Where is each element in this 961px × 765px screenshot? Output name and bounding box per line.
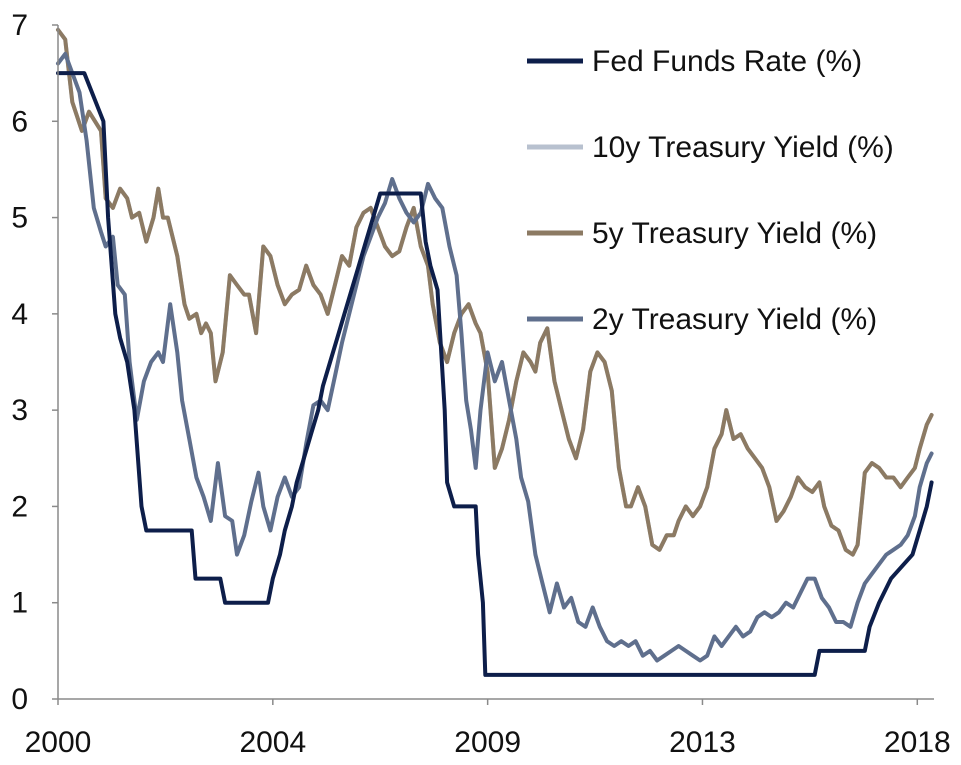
y-tick-label: 1 <box>11 587 28 620</box>
chart-axes <box>57 25 934 700</box>
x-tick-label: 2000 <box>25 726 92 759</box>
y-tick-label: 3 <box>11 394 28 427</box>
y-tick-label: 7 <box>11 9 28 42</box>
legend: Fed Funds Rate (%) 10y Treasury Yield (%)… <box>527 45 894 336</box>
y-tick-label: 4 <box>11 298 28 331</box>
x-tick-label: 2009 <box>454 726 521 759</box>
series-lines <box>56 27 934 677</box>
series-line-2 <box>56 27 934 557</box>
y-tick-label: 6 <box>11 105 28 138</box>
y-tick-label: 5 <box>11 202 28 235</box>
y-tick-label: 0 <box>11 683 28 716</box>
y-tick-label: 2 <box>11 490 28 523</box>
legend-label: Fed Funds Rate (%) <box>592 45 862 78</box>
series-line-1 <box>56 27 934 557</box>
legend-label: 2y Treasury Yield (%) <box>592 303 877 336</box>
x-tick-label: 2018 <box>884 726 951 759</box>
legend-label: 10y Treasury Yield (%) <box>592 131 894 164</box>
legend-label: 5y Treasury Yield (%) <box>592 217 877 250</box>
x-tick-label: 2013 <box>669 726 736 759</box>
tick-labels: 0 1 2 3 4 5 6 7 2000 2004 2009 2013 2018 <box>11 9 950 759</box>
series-line-0 <box>56 71 934 677</box>
series-line-3 <box>56 51 934 663</box>
x-tick-label: 2004 <box>239 726 306 759</box>
